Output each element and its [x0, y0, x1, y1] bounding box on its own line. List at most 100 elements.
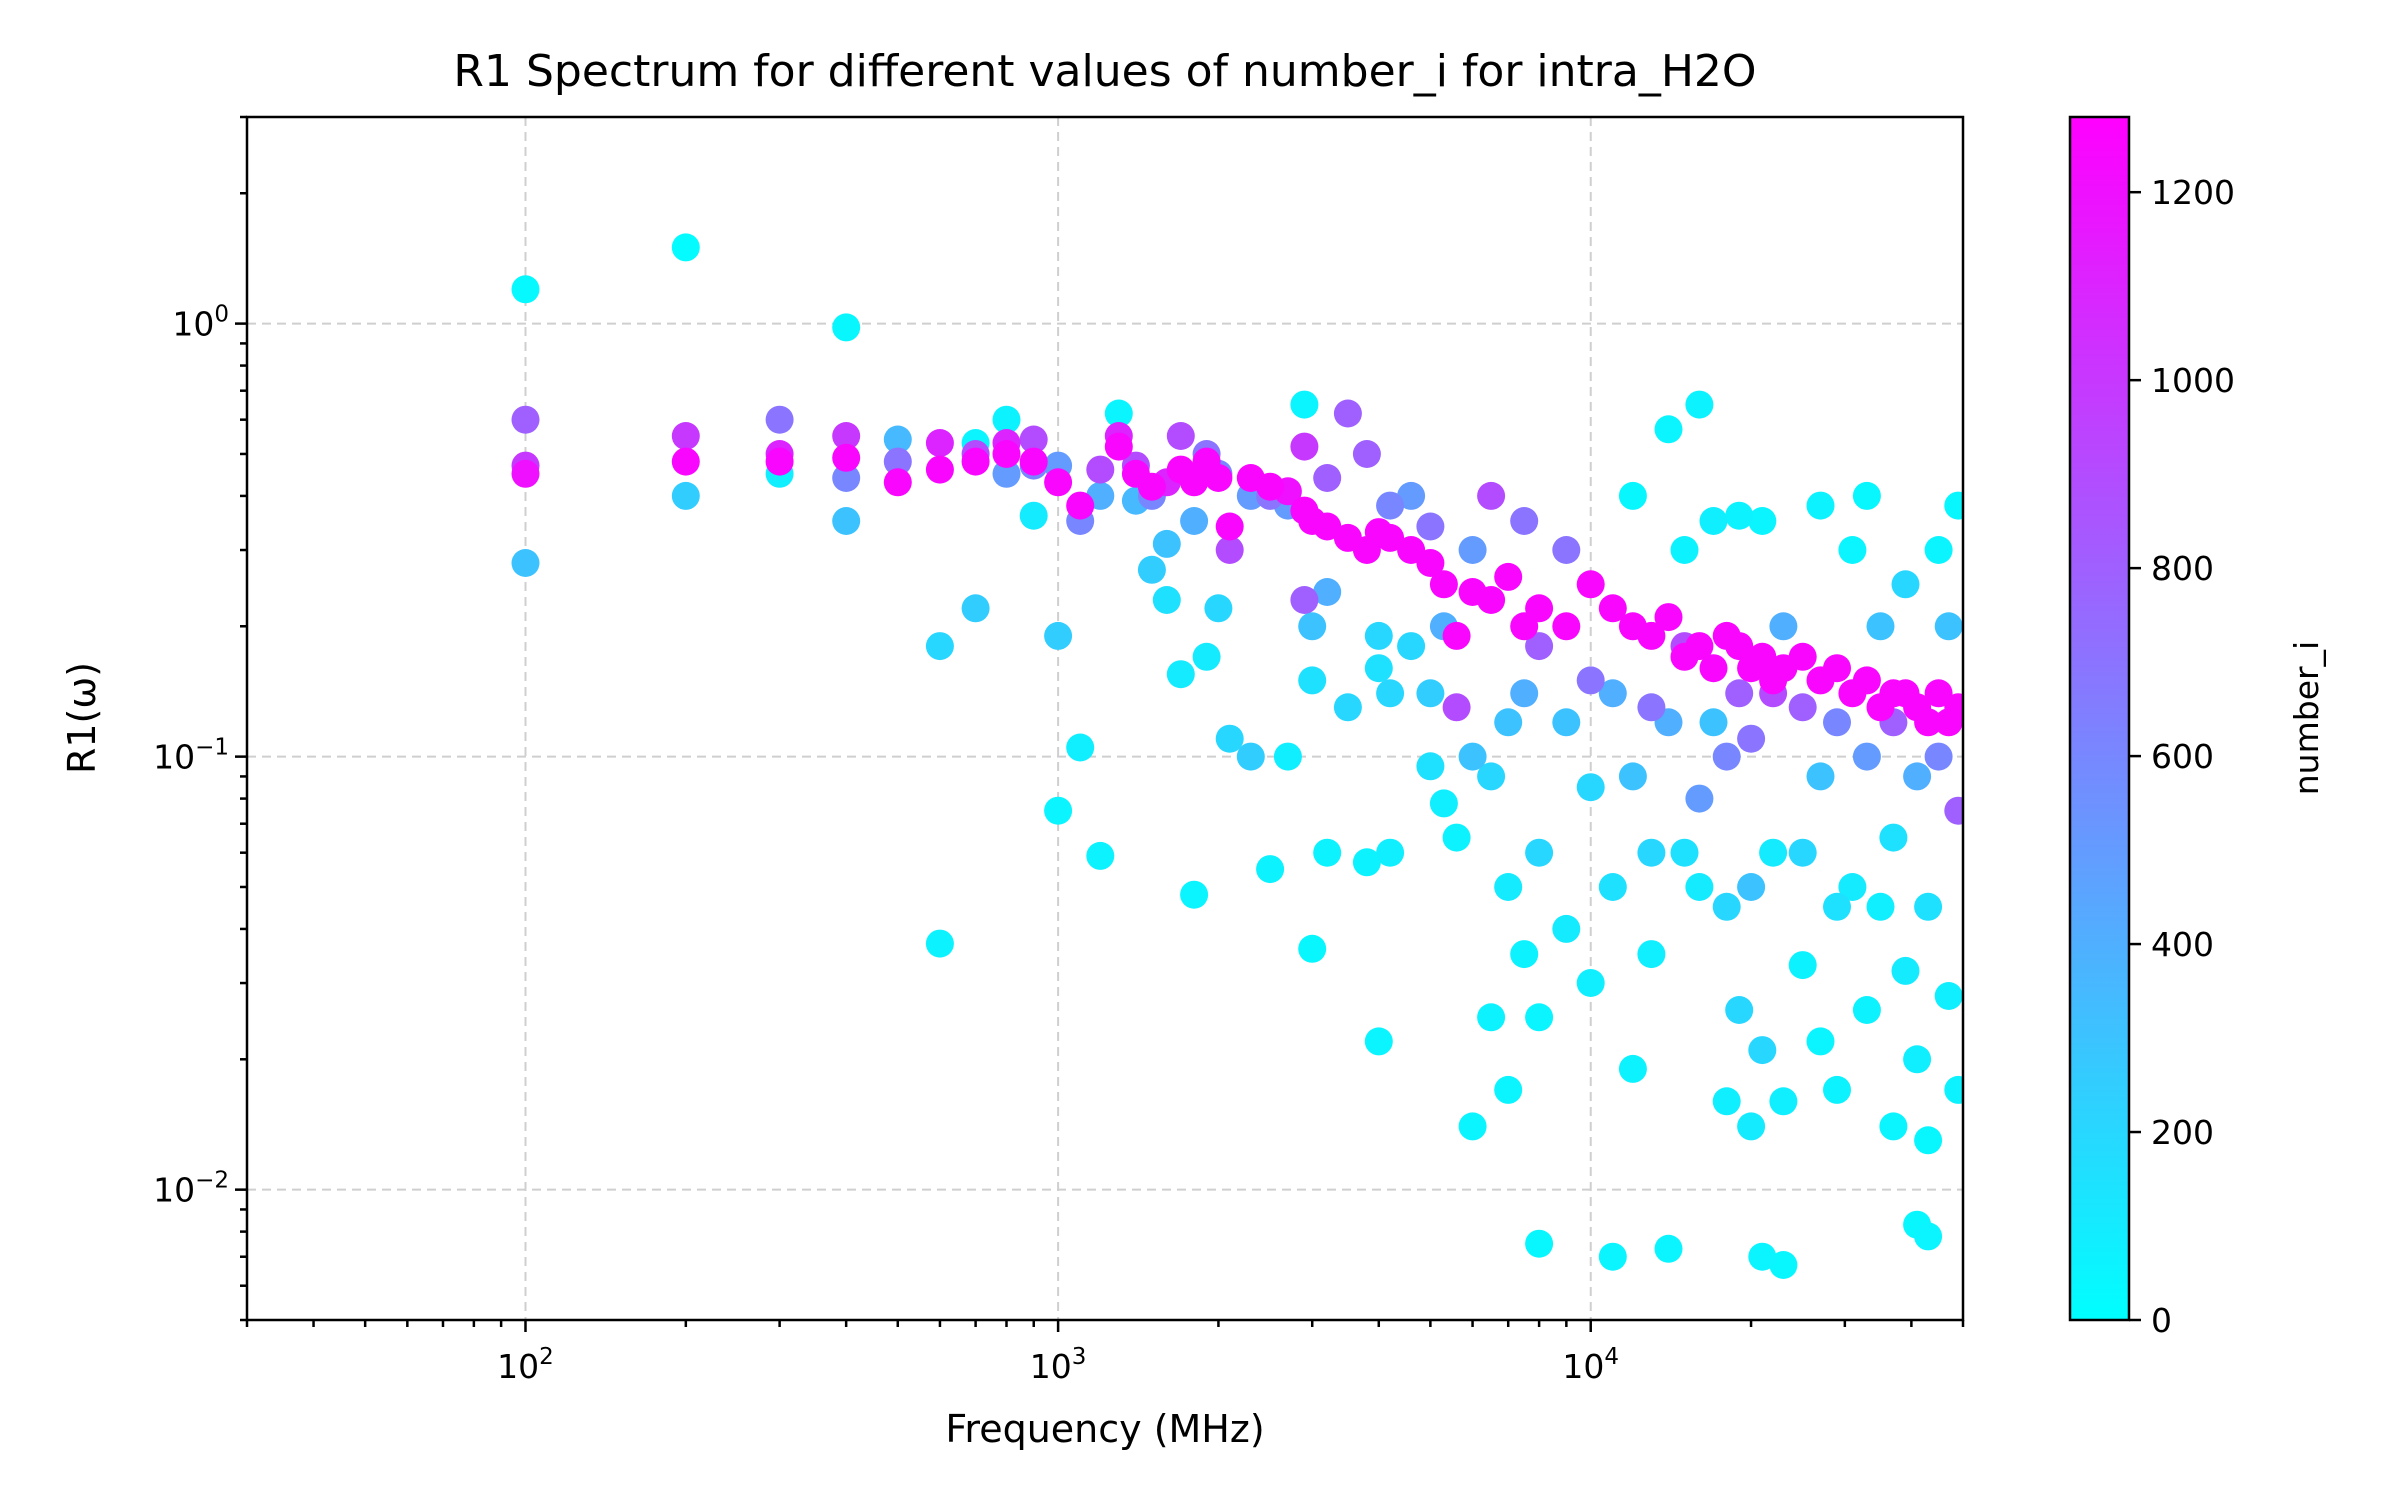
- scatter-point: [1510, 507, 1539, 535]
- scatter-point: [1458, 1112, 1487, 1141]
- scatter-point: [1397, 632, 1426, 661]
- scatter-point: [671, 422, 700, 450]
- scatter-point: [1494, 708, 1523, 737]
- scatter-point: [1364, 621, 1393, 650]
- scatter-point: [961, 594, 990, 623]
- chart-title: R1 Spectrum for different values of numb…: [453, 46, 1756, 97]
- scatter-point: [1748, 642, 1777, 671]
- scatter-point: [1944, 693, 1963, 722]
- scatter-point: [1670, 536, 1699, 564]
- scatter-point: [1104, 399, 1133, 428]
- scatter-point: [511, 459, 540, 488]
- scatter-point: [1477, 762, 1506, 791]
- colorbar-tick-label: 0: [2151, 1301, 2172, 1340]
- scatter-point: [1699, 708, 1728, 737]
- scatter-point: [1866, 612, 1895, 641]
- scatter-point: [1685, 784, 1714, 813]
- scatter-point: [1494, 562, 1523, 591]
- scatter-point: [1552, 708, 1581, 737]
- scatter-point: [1725, 501, 1754, 530]
- x-axis: 102 103 104: [245, 1320, 1965, 1386]
- scatter-point: [1759, 838, 1788, 867]
- scatter-point: [1376, 491, 1405, 520]
- scatter-point: [1364, 654, 1393, 683]
- scatter-point: [1598, 873, 1627, 901]
- scatter-point: [1598, 1242, 1627, 1271]
- scatter-point: [1352, 440, 1381, 468]
- scatter-point: [1236, 742, 1265, 771]
- scatter-point: [1903, 762, 1932, 791]
- scatter-point: [925, 632, 954, 661]
- scatter-point: [1273, 742, 1302, 771]
- scatter-point: [1166, 422, 1195, 450]
- scatter-point: [1352, 848, 1381, 877]
- scatter-point: [1637, 693, 1666, 722]
- scatter-point: [1215, 536, 1244, 564]
- scatter-point: [1313, 512, 1342, 541]
- scatter-point: [1429, 789, 1458, 818]
- scatter-point: [1914, 1126, 1943, 1155]
- x-tick-label: 104: [1562, 1344, 1619, 1386]
- scatter-point: [1510, 679, 1539, 708]
- scatter-point: [1891, 956, 1920, 985]
- scatter-point: [1204, 594, 1233, 623]
- scatter-point: [1044, 468, 1073, 497]
- scatter-point: [1442, 823, 1471, 852]
- scatter-point: [1712, 1087, 1741, 1116]
- scatter-point: [1852, 666, 1881, 695]
- scatter-point: [1019, 425, 1048, 454]
- scatter-point: [992, 405, 1021, 434]
- scatter-point: [1806, 491, 1835, 520]
- scatter-point: [511, 275, 540, 304]
- scatter-point: [1204, 464, 1233, 492]
- scatter-point: [992, 440, 1021, 468]
- scatter-point: [1944, 491, 1963, 520]
- scatter-point: [1525, 838, 1554, 867]
- x-tick-label: 103: [1030, 1344, 1087, 1386]
- scatter-point: [1852, 481, 1881, 510]
- scatter-point: [1376, 838, 1405, 867]
- scatter-point: [1737, 724, 1766, 753]
- scatter-point: [1654, 1234, 1683, 1263]
- scatter-point: [1458, 536, 1487, 564]
- scatter-point: [1934, 612, 1963, 641]
- scatter-point: [1788, 693, 1817, 722]
- scatter-point: [1712, 742, 1741, 771]
- scatter-point: [883, 447, 912, 476]
- scatter-point: [1737, 1112, 1766, 1141]
- scatter-point: [832, 443, 861, 472]
- scatter-point: [1618, 481, 1647, 510]
- y-tick-label: 100: [172, 302, 229, 344]
- scatter-point: [1725, 996, 1754, 1024]
- scatter-point: [1416, 679, 1445, 708]
- scatter-point: [1725, 679, 1754, 708]
- scatter-point: [1044, 621, 1073, 650]
- colorbar-tick-label: 800: [2151, 549, 2214, 588]
- scatter-point: [1192, 642, 1221, 671]
- scatter-point: [1313, 838, 1342, 867]
- scatter-point: [1180, 468, 1209, 497]
- scatter-point: [1137, 472, 1166, 501]
- scatter-point: [511, 549, 540, 577]
- scatter-point: [1298, 934, 1327, 963]
- scatter-point: [1552, 536, 1581, 564]
- scatter-point: [671, 481, 700, 510]
- scatter-point: [1737, 873, 1766, 901]
- scatter-point: [1725, 632, 1754, 661]
- scatter-point: [1290, 432, 1319, 461]
- scatter-point: [1748, 1036, 1777, 1065]
- scatter-point: [1712, 892, 1741, 921]
- scatter-point: [1152, 529, 1181, 558]
- scatter-point: [1823, 708, 1851, 737]
- scatter-point: [1552, 612, 1581, 641]
- x-tick-label: 102: [497, 1344, 554, 1386]
- scatter-point: [1215, 512, 1244, 541]
- scatter-point: [1180, 880, 1209, 909]
- y-tick-label: 10−1: [153, 735, 229, 777]
- scatter-point: [1914, 1222, 1943, 1251]
- scatter-point: [1685, 632, 1714, 661]
- y-axis: 100 10−1 10−2: [153, 115, 247, 1322]
- scatter-point: [1788, 642, 1817, 671]
- scatter-point: [1180, 507, 1209, 535]
